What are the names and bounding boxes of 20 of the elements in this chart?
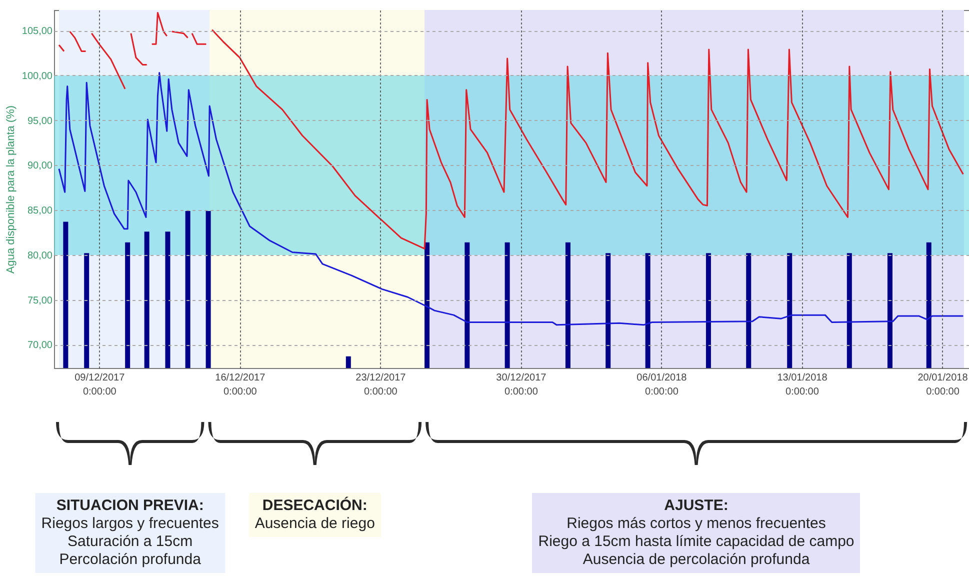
y-tick-label: 105,00	[22, 26, 53, 38]
line-series	[58, 72, 964, 326]
y-tick-label: 80,00	[27, 250, 53, 262]
y-axis-title: Agua disponible para la planta (%)	[4, 105, 17, 274]
y-tick-label: 75,00	[27, 295, 53, 306]
y-tick-label: 85,00	[27, 206, 53, 217]
text: SITUACION PREVIA: Riegos largos y frecuentes Saturación a 15cm Percolación profunda	[41, 497, 219, 568]
y-tick-label: 70,00	[27, 340, 53, 352]
x-tick-label: 13/01/2018 0:00:00	[777, 372, 828, 398]
x-tick-label: 09/12/2017 0:00:00	[74, 372, 126, 398]
x-tick-label: 30/12/2017 0:00:00	[496, 372, 547, 398]
x-tick-label: 16/12/2017 0:00:00	[215, 372, 266, 398]
y-tick-label: 100,00	[22, 71, 53, 82]
y-tick-label: 90,00	[27, 160, 53, 172]
text: AJUSTE: Riegos más cortos y menos frecuentes Riego a 15cm hasta límite capacidad de campo Ausencia de percolación profunda	[538, 497, 854, 568]
x-tick-label: 23/12/2017 0:00:00	[356, 372, 406, 398]
y-tick-label: 95,00	[27, 116, 53, 127]
x-tick-label: 20/01/2018 0:00:00	[918, 372, 968, 398]
text: DESECACIÓN: Ausencia de riego	[254, 497, 375, 532]
x-tick-label: 06/01/2018 0:00:00	[636, 372, 688, 398]
